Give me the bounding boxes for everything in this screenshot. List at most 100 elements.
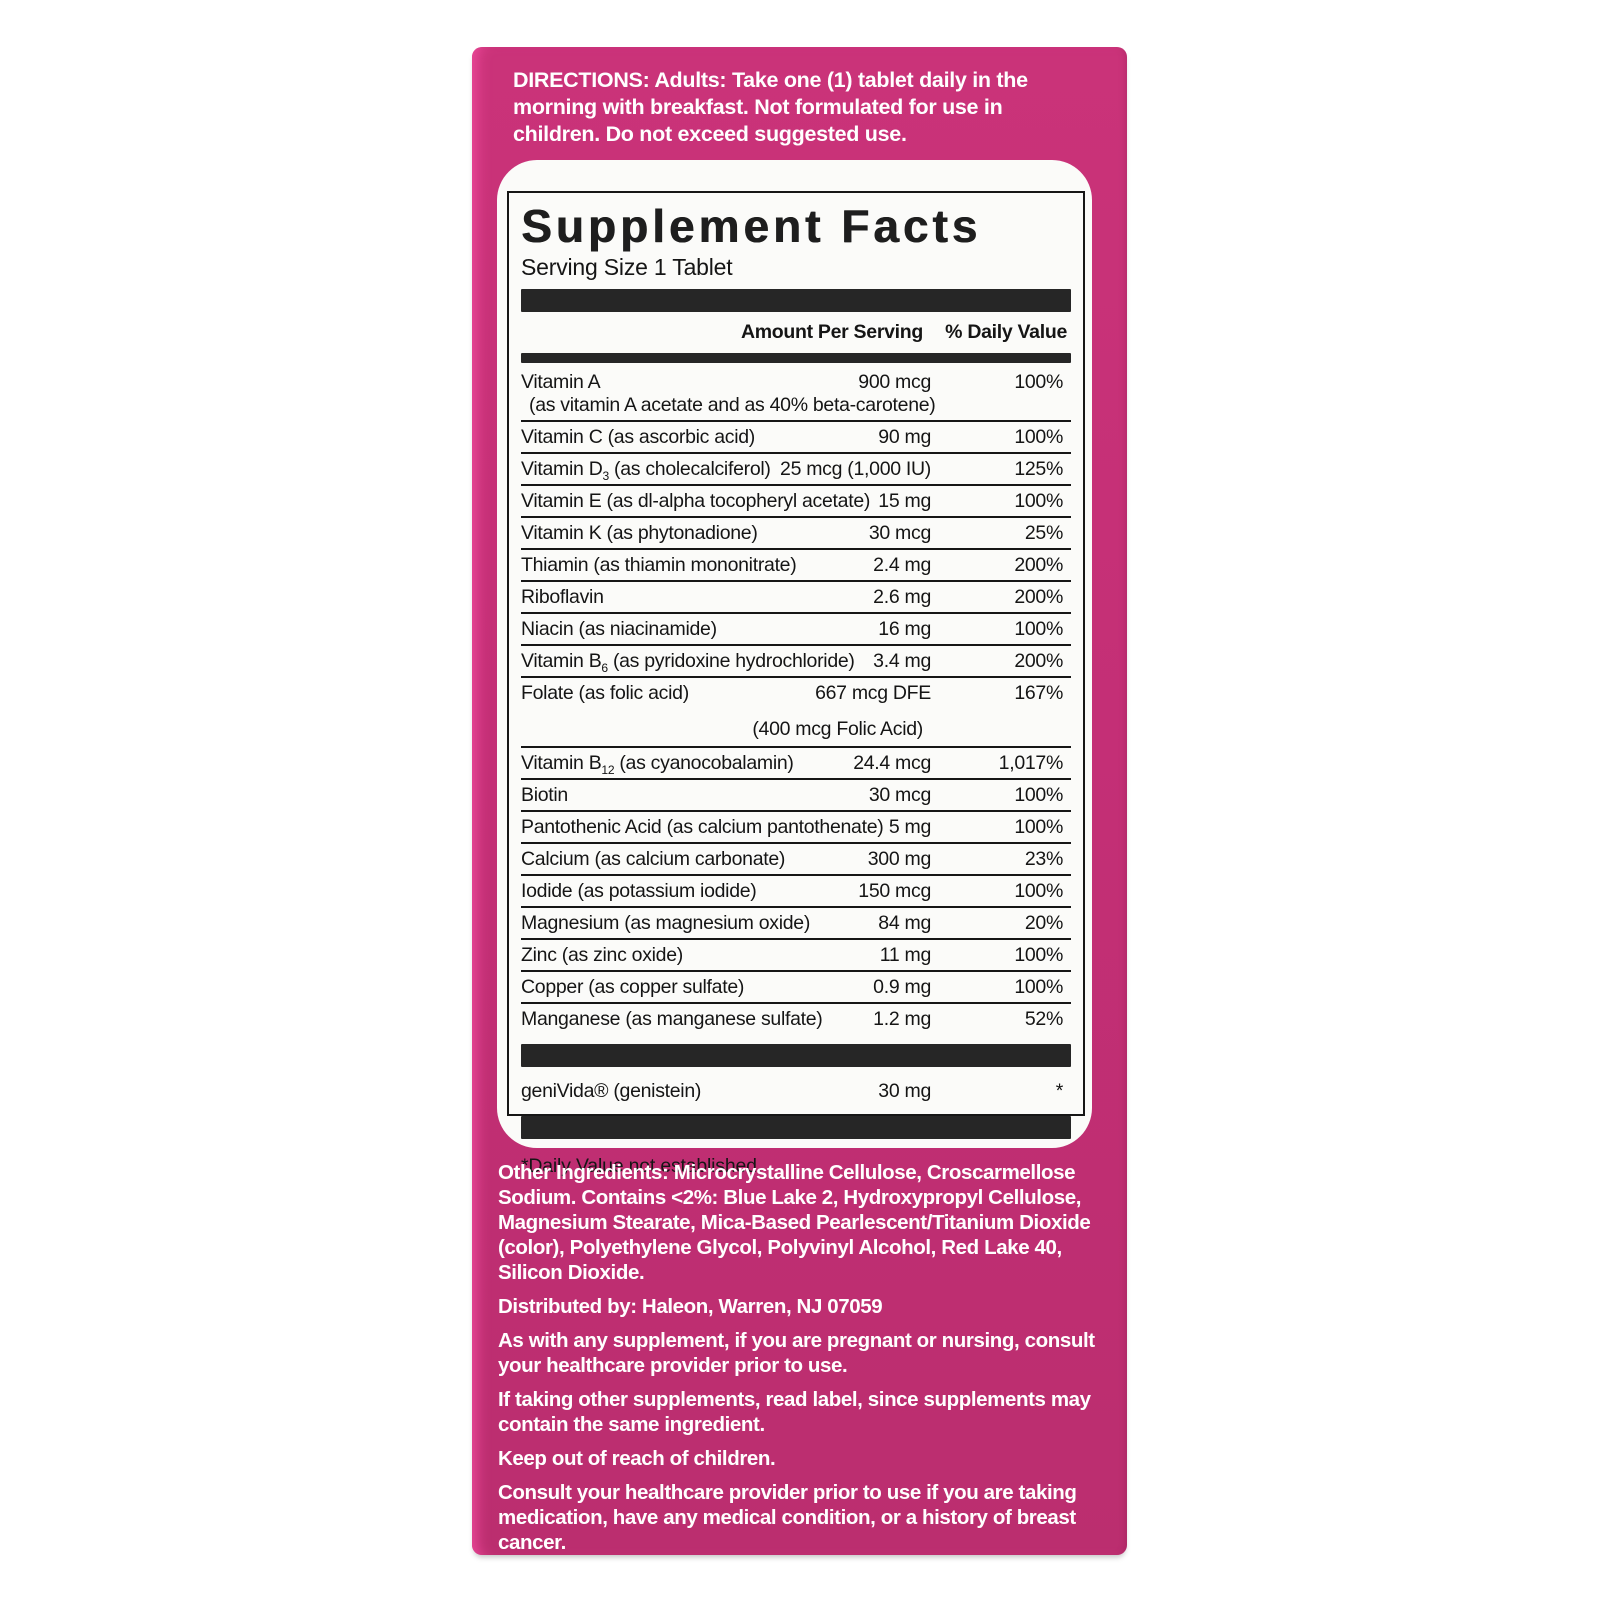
footer-paragraph: If taking other supplements, read label,… [498,1388,1091,1436]
serving-size: Serving Size 1 Tablet [521,253,733,280]
nutrient-amount: 1.2 mg [873,1007,931,1030]
nutrient-row: Folate (as folic acid) 667 mcg DFE 167% (40… [521,678,1071,748]
nutrient-source-note: (as vitamin A acetate and as 40% beta-ca… [529,393,936,416]
nutrient-name: Vitamin E (as dl-alpha tocopheryl acetat… [521,489,871,512]
nutrient-daily-value: 20% [1024,911,1063,934]
nutrient-name: Copper (as copper sulfate) [521,975,745,998]
nutrient-name: Magnesium (as magnesium oxide) [521,911,811,934]
supplement-facts-card: Supplement Facts Serving Size 1 Tablet A… [497,160,1092,1177]
nutrient-row: Niacin (as niacinamide) 16 mg 100% [521,614,1071,646]
nutrient-amount: 90 mg [878,425,931,448]
separator-bar [521,1043,1071,1067]
footer-text: Other Ingredients: Microcrystalline Cell… [498,1160,1116,1564]
nutrient-amount: 16 mg [878,617,931,640]
nutrient-name: Thiamin (as thiamin mononitrate) [521,553,797,576]
nutrient-name: Zinc (as zinc oxide) [521,943,683,966]
daily-value-footnote: *Daily Value not established. [521,1154,762,1177]
nutrient-amount: 11 mg [879,943,932,966]
nutrient-row: Riboflavin 2.6 mg 200% [521,582,1071,614]
footer-paragraph: Keep out of reach of children. [498,1447,776,1470]
nutrient-row: Vitamin B6 (as pyridoxine hydrochloride)… [521,646,1071,678]
nutrient-name: Vitamin D3 (as cholecalciferol) [521,457,771,483]
nutrient-daily-value: 200% [1014,553,1063,576]
nutrient-row: Vitamin E (as dl-alpha tocopheryl acetat… [521,486,1071,518]
nutrient-name: Vitamin A [521,370,601,393]
nutrient-amount: 150 mcg [858,879,931,902]
nutrient-name: Niacin (as niacinamide) [521,617,717,640]
nutrient-daily-value: 100% [1014,783,1063,806]
separator-bar [521,352,1071,363]
nutrient-daily-value: 100% [1014,975,1063,998]
nutrient-daily-value: 125% [1014,457,1063,480]
nutrient-amount: 3.4 mg [873,649,931,672]
nutrient-name: Calcium (as calcium carbonate) [521,847,786,870]
nutrient-amount: 5 mg [888,815,931,838]
facts-rows: Vitamin A 900 mcg 100% (as vitamin A acetat… [521,367,1071,1139]
nutrient-amount: 15 mg [878,489,931,512]
nutrient-amount: 2.4 mg [873,553,931,576]
nutrient-amount: 24.4 mcg [853,751,931,774]
nutrient-row: Calcium (as calcium carbonate) 300 mg 23% [521,844,1071,876]
nutrient-row: Magnesium (as magnesium oxide) 84 mg 20% [521,908,1071,940]
footer-paragraph: Consult your healthcare provider prior t… [498,1481,1077,1554]
separator-bar [521,288,1071,312]
nutrient-amount: 900 mcg [858,370,931,393]
nutrient-daily-value: 25% [1024,521,1063,544]
supplement-facts-title: Supplement Facts [521,200,982,252]
nutrient-daily-value: 167% [1014,681,1063,704]
nutrient-row: Vitamin K (as phytonadione) 30 mcg 25% [521,518,1071,550]
nutrient-equivalent-note: (400 mcg Folic Acid) [752,717,923,740]
nutrient-daily-value: 100% [1014,425,1063,448]
nutrient-amount: 0.9 mg [873,975,931,998]
nutrient-daily-value: 200% [1014,649,1063,672]
separator-bar [521,1115,1071,1139]
nutrient-amount: 30 mg [878,1079,931,1102]
nutrient-name: Vitamin C (as ascorbic acid) [521,425,755,448]
nutrient-daily-value: 23% [1024,847,1063,870]
nutrient-name: Biotin [521,783,568,806]
nutrient-name: Pantothenic Acid (as calcium pantothenat… [521,815,884,838]
nutrient-daily-value: 52% [1024,1007,1063,1030]
nutrient-name: Vitamin B12 (as cyanocobalamin) [521,751,794,777]
nutrient-name: Iodide (as potassium iodide) [521,879,757,902]
footer-paragraph: Other Ingredients: Microcrystalline Cell… [498,1161,1091,1284]
nutrient-row: Manganese (as manganese sulfate) 1.2 mg 52… [521,1004,1071,1035]
nutrient-row: Vitamin C (as ascorbic acid) 90 mg 100% [521,422,1071,454]
footer-paragraph: As with any supplement, if you are pregn… [498,1329,1095,1377]
nutrient-daily-value: 1,017% [998,751,1064,774]
nutrient-daily-value: 100% [1014,943,1063,966]
column-header-amount: Amount Per Serving [740,320,923,343]
nutrient-amount: 84 mg [878,911,931,934]
nutrient-amount: 25 mcg (1,000 IU) [780,457,931,480]
nutrient-row: Pantothenic Acid (as calcium pantothenat… [521,812,1071,844]
product-label-back-panel: DIRECTIONS: Adults: Take one (1) tablet … [472,47,1127,1555]
nutrient-row: Iodide (as potassium iodide) 150 mcg 100% [521,876,1071,908]
directions-text: DIRECTIONS: Adults: Take one (1) tablet … [513,68,1028,146]
supplement-facts-table: Supplement Facts Serving Size 1 Tablet A… [507,191,1085,1177]
nutrient-row: Zinc (as zinc oxide) 11 mg 100% [521,940,1071,972]
nutrient-row: Biotin 30 mcg 100% [521,780,1071,812]
nutrient-amount: 30 mcg [868,783,931,806]
nutrient-name: geniVida® (genistein) [521,1079,702,1102]
nutrient-daily-value: 100% [1014,370,1063,393]
nutrient-daily-value: * [1055,1079,1064,1102]
nutrient-name: Manganese (as manganese sulfate) [521,1007,823,1030]
nutrient-row: Copper (as copper sulfate) 0.9 mg 100% [521,972,1071,1004]
nutrient-daily-value: 200% [1014,585,1063,608]
nutrient-amount: 2.6 mg [873,585,931,608]
column-header-daily-value: % Daily Value [945,320,1067,343]
nutrient-name: Vitamin K (as phytonadione) [521,521,758,544]
nutrient-daily-value: 100% [1014,617,1063,640]
nutrient-daily-value: 100% [1014,879,1063,902]
nutrient-row: geniVida® (genistein) 30 mg * [521,1076,1071,1107]
nutrient-amount: 300 mg [867,847,932,870]
nutrient-row: Vitamin B12 (as cyanocobalamin) 24.4 mcg 1… [521,748,1071,780]
nutrient-daily-value: 100% [1014,489,1063,512]
nutrient-name: Vitamin B6 (as pyridoxine hydrochloride) [521,649,855,675]
nutrient-amount: 30 mcg [868,521,931,544]
footer-paragraph: Distributed by: Haleon, Warren, NJ 07059 [498,1295,883,1318]
nutrient-row: Vitamin A 900 mcg 100% (as vitamin A acetat… [521,367,1071,422]
nutrient-row: Thiamin (as thiamin mononitrate) 2.4 mg 20… [521,550,1071,582]
nutrient-name: Riboflavin [521,585,604,608]
nutrient-amount: 667 mcg DFE [815,681,931,704]
